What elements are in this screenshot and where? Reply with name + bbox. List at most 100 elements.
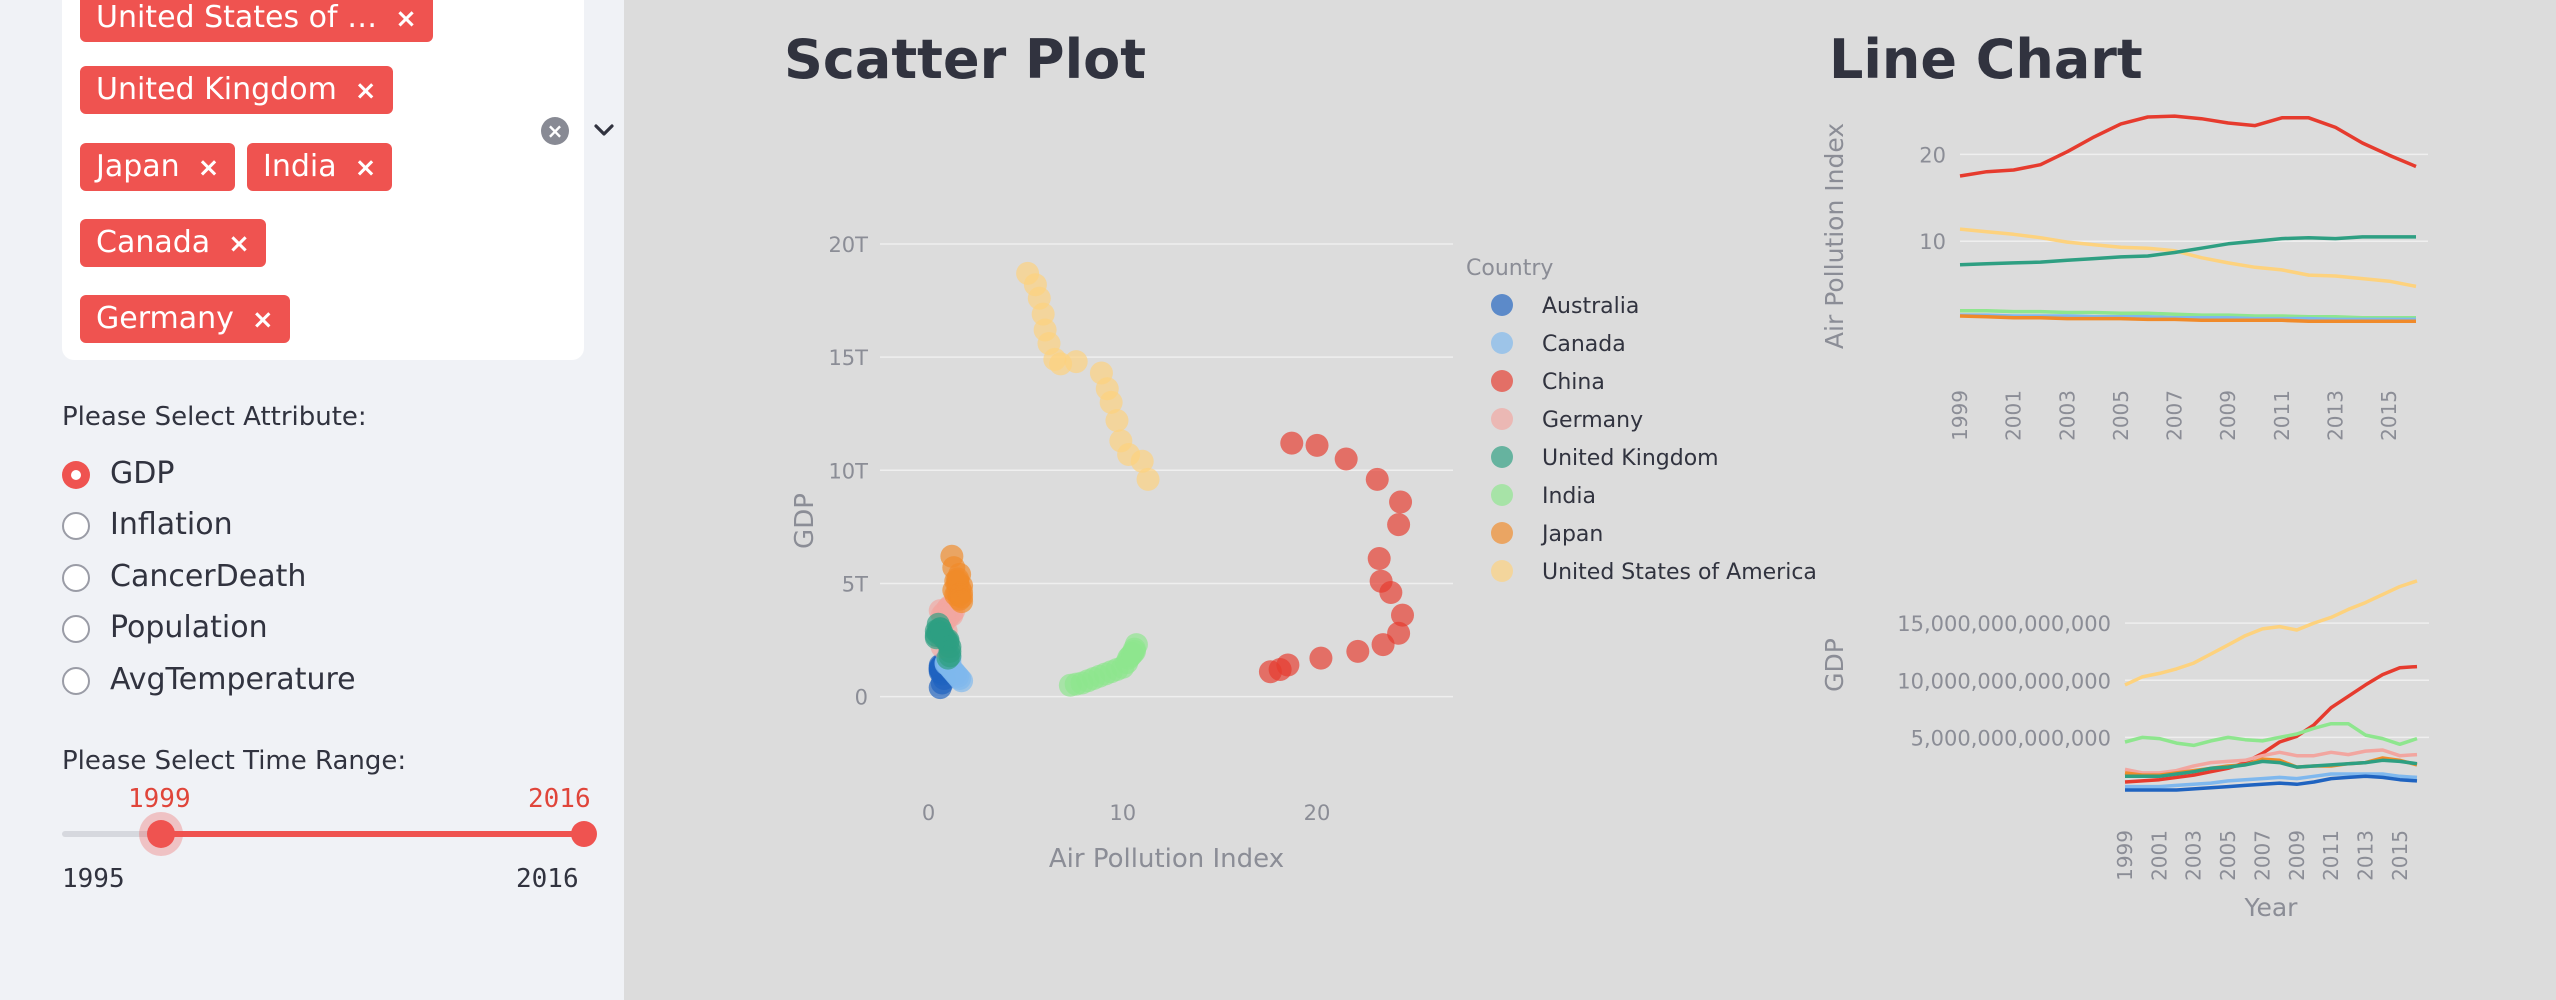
remove-tag-icon[interactable]: × [197, 153, 220, 183]
tag-united-kingdom: United Kingdom × [80, 66, 393, 114]
time-range-label: Please Select Time Range: [62, 746, 407, 776]
series-line [1959, 227, 2417, 289]
chevron-down-icon[interactable] [590, 116, 618, 144]
legend-label: United Kingdom [1542, 446, 1719, 471]
tag-label: United States of … [96, 0, 378, 35]
x-tick-label: 2011 [2319, 830, 2343, 881]
radio-selected-icon[interactable] [62, 461, 90, 489]
scatter-point [1387, 513, 1411, 537]
radio-unselected-icon[interactable] [62, 564, 90, 592]
y-tick-label: 20 [1919, 143, 1946, 167]
legend-marker [1491, 484, 1513, 506]
tag-india: India × [247, 143, 393, 191]
x-axis-title: Air Pollution Index [1049, 844, 1284, 874]
scatter-point [1365, 467, 1389, 491]
y-tick-label: 5,000,000,000,000 [1911, 726, 2111, 750]
tag-united-states: United States of … × [80, 0, 433, 42]
legend-label: Australia [1542, 294, 1639, 319]
y-tick-label: 0 [855, 686, 868, 710]
series-line [2124, 721, 2418, 748]
scatter-point [1305, 433, 1329, 457]
scatter-point [1309, 646, 1333, 670]
radio-unselected-icon[interactable] [62, 615, 90, 643]
x-tick-label: 2005 [2216, 830, 2240, 881]
tag-label: Japan [96, 149, 180, 184]
radio-label: Inflation [110, 507, 233, 542]
y-tick-label: 10T [828, 459, 868, 483]
radio-unselected-icon[interactable] [62, 667, 90, 695]
legend-label: Japan [1540, 522, 1603, 547]
remove-tag-icon[interactable]: × [354, 76, 377, 106]
x-tick-label: 2007 [2163, 390, 2187, 441]
radio-label: AvgTemperature [110, 662, 356, 697]
x-tick-label: 0 [922, 801, 935, 825]
remove-tag-icon[interactable]: × [395, 4, 417, 34]
y-tick-label: 15,000,000,000,000 [1897, 612, 2111, 636]
gdp-line-chart[interactable]: 5,000,000,000,000 10,000,000,000,000 15,00… [1820, 550, 2440, 940]
x-tick-label: 1999 [1948, 390, 1972, 441]
tag-label: Germany [96, 301, 234, 336]
scatter-point [1105, 408, 1129, 432]
scatter-plot-title: Scatter Plot [784, 28, 1147, 91]
scatter-point [1389, 490, 1413, 514]
series-line [2124, 579, 2418, 687]
remove-tag-icon[interactable]: × [251, 305, 274, 335]
clear-all-icon[interactable]: × [541, 117, 569, 145]
scatter-point [1334, 447, 1358, 471]
x-tick-label: 2007 [2250, 830, 2274, 881]
scatter-point [1064, 350, 1088, 374]
legend-label: Canada [1542, 332, 1626, 357]
scatter-point [936, 646, 960, 670]
radio-label: CancerDeath [110, 559, 307, 594]
scatter-plot[interactable]: 0 5T 10T 15T 20T 0 10 20 Air Pollution Index GDP C… [780, 210, 1820, 980]
y-tick-label: 10,000,000,000,000 [1897, 669, 2111, 693]
remove-tag-icon[interactable]: × [228, 229, 250, 259]
series-line [1959, 235, 2416, 267]
series-line [2125, 758, 2418, 779]
scatter-point [1136, 467, 1160, 491]
series-line [1959, 314, 2416, 323]
scatter-point [1390, 603, 1414, 627]
slider-min-label: 1995 [62, 864, 125, 894]
y-tick-label: 20T [828, 233, 868, 257]
series-line [1960, 308, 2416, 320]
y-tick-label: 10 [1919, 230, 1946, 254]
x-tick-label: 20 [1304, 801, 1331, 825]
tag-label: Canada [96, 225, 211, 260]
attribute-label: Please Select Attribute: [62, 402, 367, 432]
series-line [2125, 772, 2418, 789]
country-multiselect[interactable]: United States of … × United Kingdom × Japa… [62, 0, 614, 360]
scatter-point [1367, 547, 1391, 571]
line-chart-title: Line Chart [1829, 28, 2143, 91]
air-pollution-line-chart[interactable]: 10 20 1999 2001 2003 2005 2007 2009 2011 2013 2015… [1820, 110, 2440, 500]
x-tick-label: 10 [1109, 801, 1136, 825]
legend-marker [1491, 294, 1513, 316]
series-line [2125, 774, 2418, 792]
slider-low-handle[interactable] [147, 820, 176, 848]
x-tick-label: 2013 [2324, 390, 2348, 441]
series-line [2124, 664, 2418, 784]
y-tick-label: 5T [842, 572, 868, 596]
remove-tag-icon[interactable]: × [354, 153, 377, 183]
scatter-point [1276, 653, 1300, 677]
slider-selected-range [161, 831, 584, 837]
legend-label: United States of America [1542, 560, 1817, 585]
legend-marker [1491, 560, 1513, 582]
x-tick-label: 2015 [2388, 830, 2412, 881]
scatter-point [1369, 569, 1393, 593]
slider-high-handle[interactable] [571, 821, 597, 847]
x-tick-label: 2011 [2270, 390, 2294, 441]
scatter-point [1099, 390, 1123, 414]
x-tick-label: 2001 [2147, 830, 2171, 881]
legend-marker [1491, 370, 1513, 392]
tag-germany: Germany × [80, 295, 290, 343]
legend-title: Country [1466, 256, 1553, 281]
x-tick-label: 2015 [2377, 390, 2401, 441]
radio-unselected-icon[interactable] [62, 512, 90, 540]
x-tick-label: 2005 [2109, 390, 2133, 441]
y-tick-label: 15T [828, 346, 868, 370]
x-tick-label: 2009 [2216, 390, 2240, 441]
sidebar: United States of … × United Kingdom × Japa… [0, 0, 624, 1000]
x-tick-label: 2009 [2285, 830, 2309, 881]
legend-marker [1491, 332, 1513, 354]
